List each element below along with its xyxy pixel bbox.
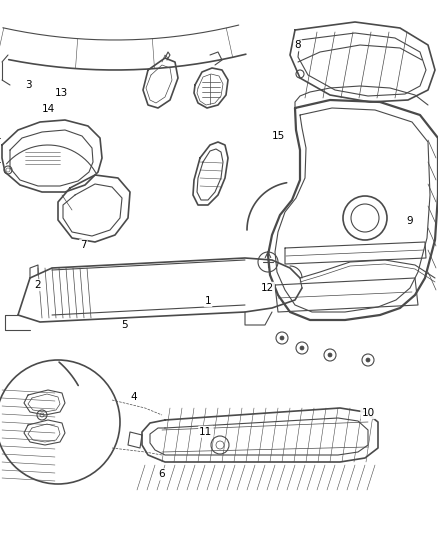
- Text: 11: 11: [199, 427, 212, 437]
- Text: 1: 1: [205, 296, 212, 306]
- Text: 13: 13: [55, 88, 68, 98]
- Text: 6: 6: [159, 470, 166, 479]
- Text: 10: 10: [361, 408, 374, 418]
- Text: 4: 4: [130, 392, 137, 402]
- Circle shape: [366, 358, 370, 362]
- Text: 12: 12: [261, 283, 274, 293]
- Text: 5: 5: [121, 320, 128, 330]
- Text: 14: 14: [42, 104, 55, 114]
- Text: 9: 9: [406, 216, 413, 226]
- Text: 7: 7: [80, 240, 87, 250]
- Text: 2: 2: [34, 280, 41, 290]
- Circle shape: [300, 346, 304, 350]
- Text: 15: 15: [272, 131, 285, 141]
- Text: 8: 8: [294, 41, 301, 50]
- Text: 3: 3: [25, 80, 32, 90]
- Circle shape: [280, 336, 284, 340]
- Circle shape: [328, 353, 332, 357]
